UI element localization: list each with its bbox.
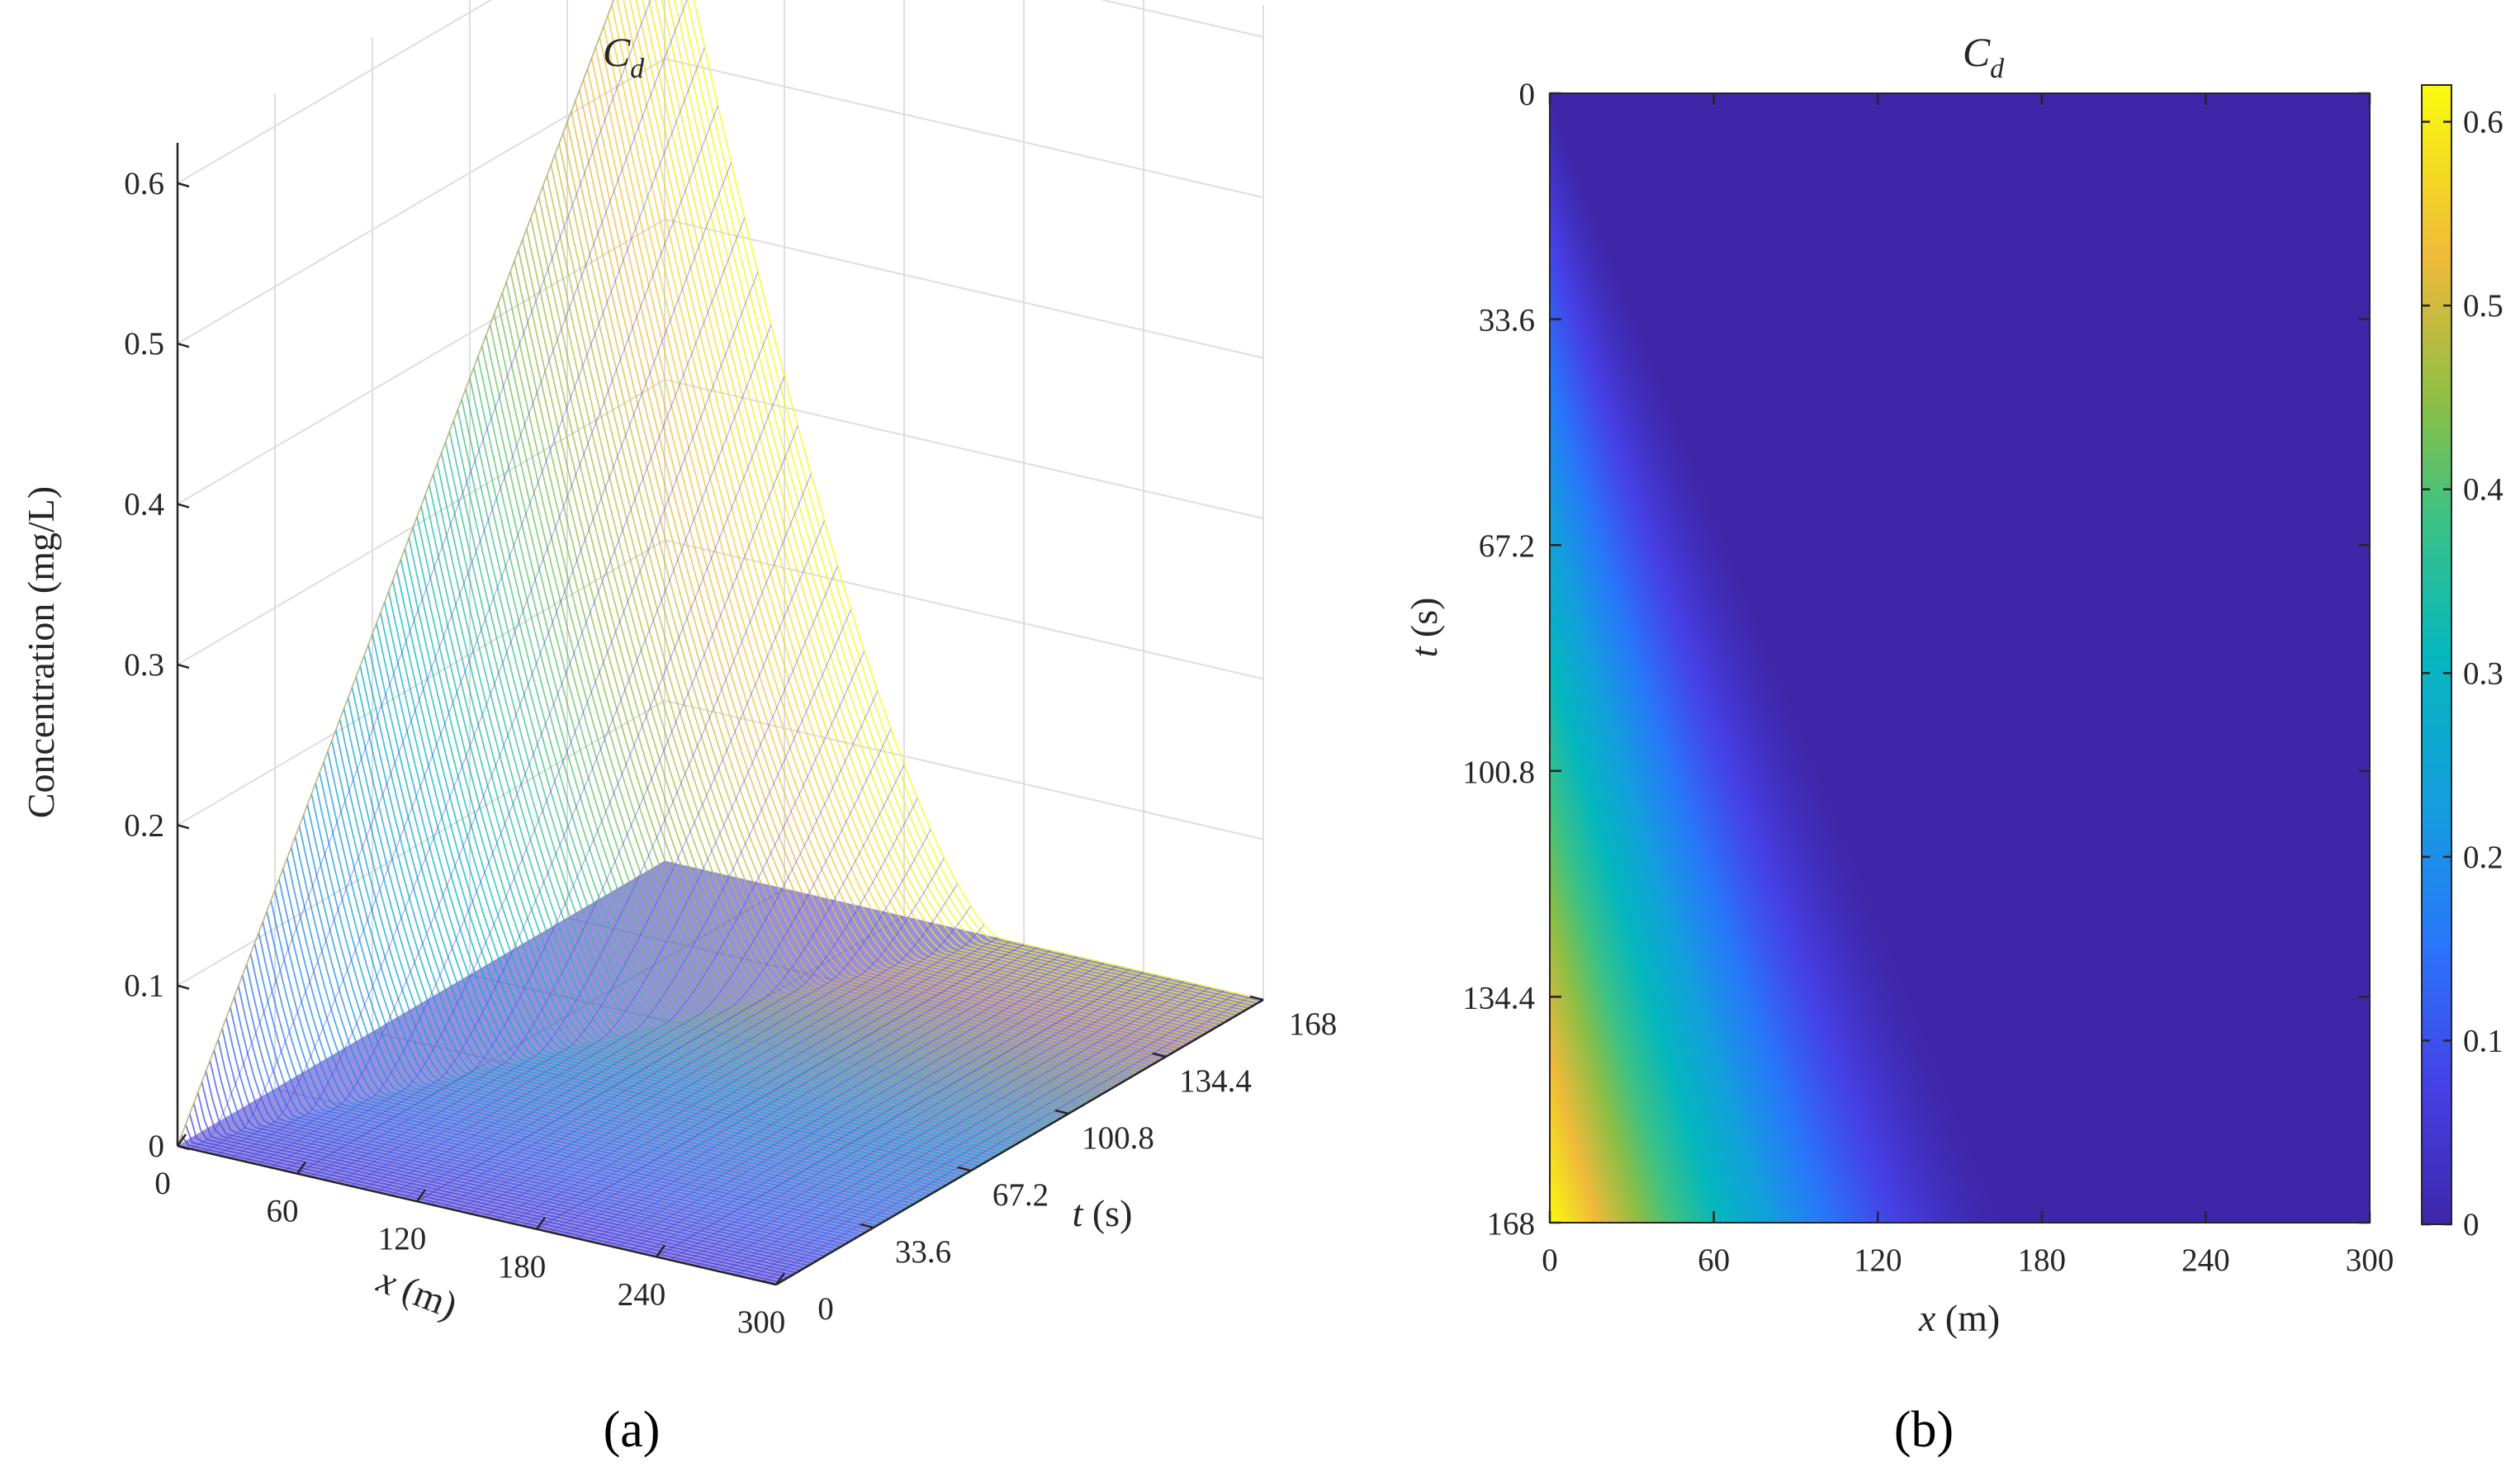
surface-t-tick-label: 33.6	[895, 1234, 951, 1270]
heatmap-y-label: t (s)	[1403, 598, 1445, 658]
surface-title: Cd	[603, 29, 645, 84]
surface-t-tick-label: 100.8	[1082, 1120, 1154, 1156]
heatmap-y-tick-label: 67.2	[1479, 528, 1535, 564]
colorbar-tick-label: 0.5	[2463, 288, 2503, 324]
heatmap-y-tick-label: 100.8	[1462, 755, 1535, 790]
heatmap-x-tick-label: 0	[1542, 1242, 1558, 1278]
surface-x-tick-label: 180	[498, 1249, 547, 1285]
heatmap-y-tick-label: 0	[1519, 77, 1536, 112]
heatmap-x-tick-label: 60	[1698, 1242, 1730, 1278]
colorbar-tick-label: 0.4	[2463, 472, 2503, 508]
colorbar-tick-label: 0.3	[2463, 656, 2503, 691]
heatmap-x-label: x (m)	[1918, 1297, 2000, 1339]
surface-x-label: x (m)	[372, 1258, 463, 1327]
surface-z-tick-label: 0	[149, 1129, 165, 1164]
colorbar-tick-label: 0.2	[2463, 840, 2503, 875]
surface-z-tick-label: 0.3	[124, 647, 164, 683]
heatmap-x-ticks: 0 60 120 180 240 300	[1542, 93, 2394, 1278]
heatmap-plot-b: 0 60 120 180 240 300 0 33.6 67.2 100.8 134.4 168 C…	[1403, 29, 2503, 1458]
heatmap-y-tick-label: 168	[1487, 1206, 1536, 1242]
surface-plot-a: Cd 0 0.1 0.2 0.3 0.4 0.5 0.6 0 60 120 180 240 300 0…	[20, 0, 1337, 1458]
heatmap-x-tick-label: 180	[2018, 1242, 2067, 1278]
surface-axes	[176, 143, 1264, 1286]
colorbar-tick-label: 0.6	[2463, 105, 2503, 140]
surface-x-tick-label: 240	[618, 1276, 666, 1312]
surface-mesh	[177, 0, 1264, 1285]
heatmap-x-tick-label: 120	[1854, 1242, 1902, 1278]
surface-x-ticks: 0 60 120 180 240 300	[154, 1134, 785, 1340]
surface-t-tick-label: 67.2	[992, 1177, 1049, 1213]
surface-z-tick-label: 0.2	[124, 807, 164, 843]
heatmap-image	[1550, 93, 2370, 1223]
surface-x-tick-label: 60	[267, 1194, 299, 1229]
heatmap-x-tick-label: 300	[2346, 1242, 2394, 1278]
heatmap-y-tick-label: 134.4	[1462, 980, 1535, 1015]
panel-label-b: (b)	[1894, 1402, 1954, 1458]
surface-x-tick-label: 0	[154, 1166, 171, 1201]
surface-z-tick-label: 0.1	[124, 968, 164, 1004]
surface-t-tick-label: 134.4	[1179, 1063, 1252, 1099]
surface-z-ticks: 0 0.1 0.2 0.3 0.4 0.5 0.6	[124, 166, 190, 1164]
surface-t-tick-label: 168	[1289, 1006, 1338, 1042]
surface-z-tick-label: 0.5	[124, 326, 164, 362]
surface-z-tick-label: 0.4	[124, 487, 164, 523]
colorbar-tick-label: 0	[2463, 1207, 2480, 1242]
surface-x-tick-label: 120	[378, 1221, 427, 1257]
heatmap-y-ticks: 0 33.6 67.2 100.8 134.4 168	[1462, 77, 2370, 1242]
colorbar-ticks: 0 0.1 0.2 0.3 0.4 0.5 0.6	[2422, 105, 2503, 1242]
surface-x-tick-label: 300	[737, 1304, 786, 1340]
surface-t-tick-label: 0	[817, 1291, 834, 1327]
surface-z-label: Concentration (mg/L)	[20, 486, 62, 818]
surface-t-label: t (s)	[1073, 1192, 1133, 1234]
heatmap-title: Cd	[1963, 29, 2005, 84]
surface-z-tick-label: 0.6	[124, 166, 164, 201]
heatmap-x-tick-label: 240	[2181, 1242, 2230, 1278]
colorbar-tick-label: 0.1	[2463, 1023, 2503, 1058]
panel-label-a: (a)	[604, 1402, 661, 1458]
colorbar	[2421, 84, 2452, 1225]
heatmap-frame	[1549, 92, 2371, 1224]
surface-t-ticks: 0 33.6 67.2 100.8 134.4 168	[762, 995, 1338, 1327]
heatmap-y-tick-label: 33.6	[1479, 303, 1535, 338]
